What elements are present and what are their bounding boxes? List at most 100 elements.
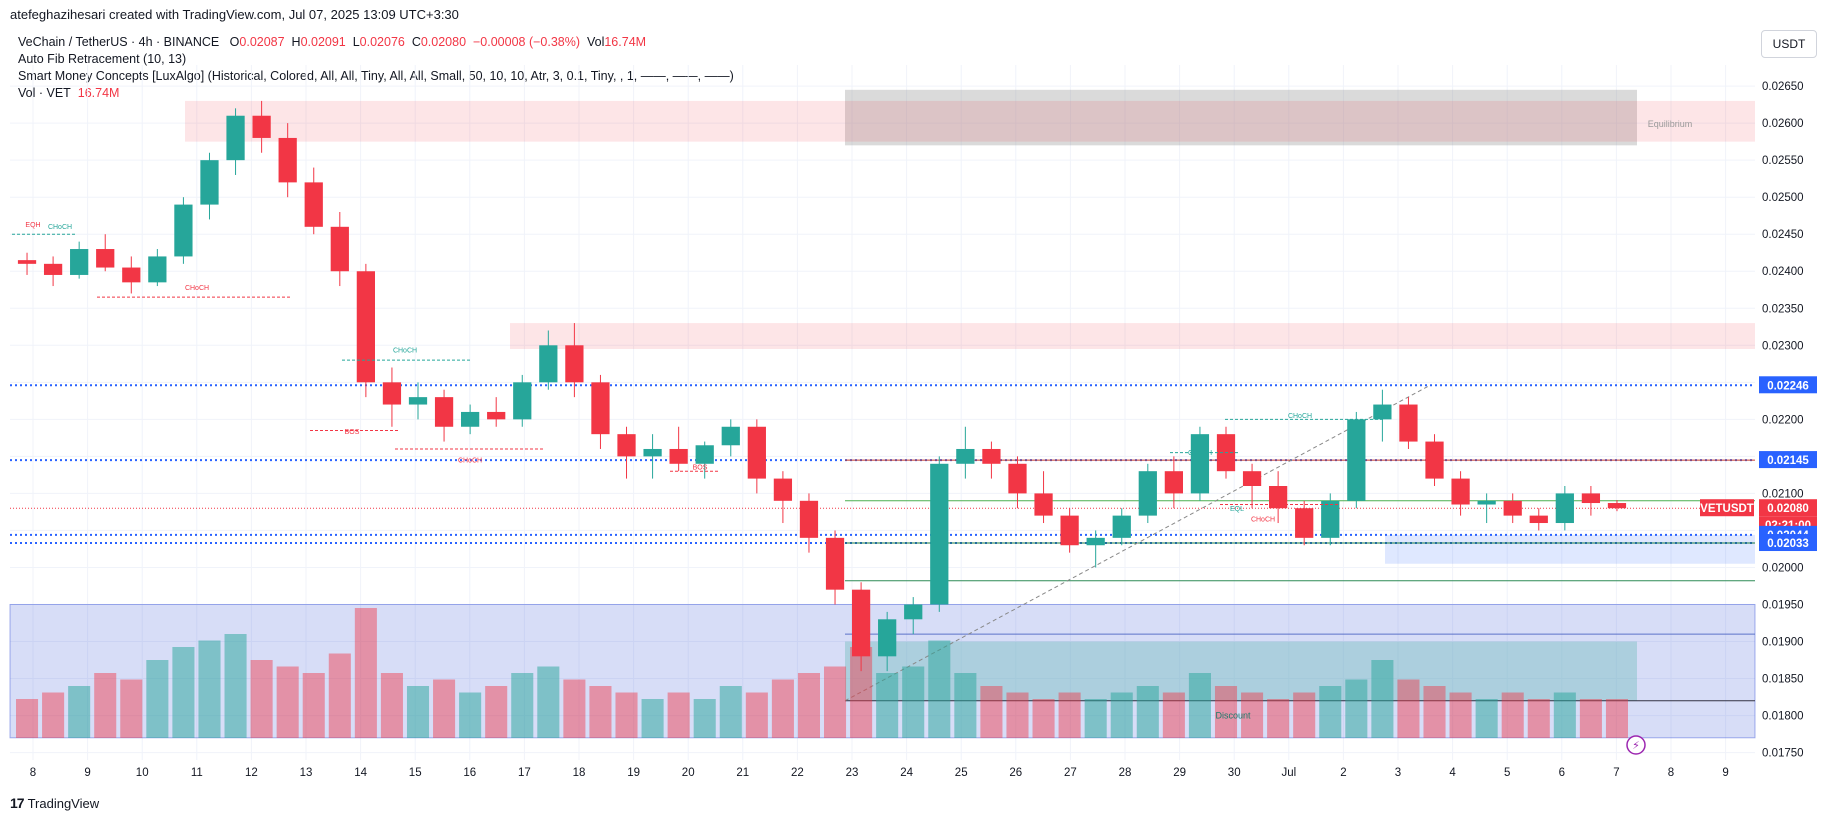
volume-bar (1319, 686, 1342, 738)
y-tick-label: 0.02500 (1762, 192, 1804, 204)
volume-bar (1371, 660, 1394, 738)
candle-body (513, 382, 532, 420)
volume-bar (1579, 699, 1602, 738)
y-tick-label: 0.01850 (1762, 674, 1804, 686)
y-tick-label: 0.01900 (1762, 637, 1804, 649)
price-axis-label-text: 0.02033 (1767, 538, 1809, 550)
y-tick-label: 0.02550 (1762, 155, 1804, 167)
candle-body (617, 434, 636, 457)
candle-body (851, 589, 871, 657)
candle-body (1034, 493, 1053, 516)
candle-body (1190, 434, 1210, 494)
volume-bar (1423, 686, 1446, 738)
candle-body (773, 478, 793, 501)
volume-bar (902, 666, 925, 738)
candle-body (1060, 515, 1079, 546)
volume-bar (1527, 699, 1550, 738)
currency-button[interactable]: USDT (1761, 30, 1817, 58)
y-tick-label: 0.02600 (1762, 118, 1804, 130)
x-tick-label: 8 (30, 767, 36, 779)
volume-bar (276, 666, 299, 738)
x-tick-label: 5 (1504, 767, 1510, 779)
x-tick-label: 25 (955, 767, 968, 779)
candle-body (1086, 537, 1105, 546)
candle-body (1347, 419, 1366, 501)
volume-bar (1084, 699, 1107, 738)
x-tick-label: 15 (409, 767, 422, 779)
high-value: 0.02091 (300, 35, 346, 49)
tradingview-logo: 17 TradingView (10, 795, 99, 811)
volume-bar (850, 647, 873, 738)
volume-bar (68, 686, 91, 738)
candle-body (122, 267, 141, 283)
indicator-fib[interactable]: Auto Fib Retracement (10, 13) (18, 52, 187, 66)
volume-bar (928, 640, 951, 738)
volume-bar (172, 647, 195, 738)
high-label: H (291, 35, 301, 49)
candle-body (1008, 463, 1027, 494)
x-tick-label: 28 (1119, 767, 1132, 779)
candle-body (669, 448, 688, 464)
x-tick-label: 12 (245, 767, 258, 779)
volume-bar (1188, 673, 1211, 738)
x-tick-label: 10 (136, 767, 149, 779)
volume-bar (511, 673, 534, 738)
alert-icon (1626, 735, 1646, 755)
y-tick-label: 0.01800 (1762, 711, 1804, 723)
candle-body (434, 397, 454, 427)
candle-body (539, 345, 558, 383)
structure-label: CHoCH (393, 348, 417, 355)
candle-body (904, 604, 923, 620)
demand-zone (1385, 534, 1755, 564)
structure-label: CHoCH (185, 285, 209, 292)
candle-body (96, 249, 115, 268)
x-tick-label: 6 (1559, 767, 1565, 779)
volume-bar (667, 692, 690, 738)
candle-body (1269, 486, 1288, 509)
candle-body (1555, 493, 1574, 524)
y-tick-label: 0.02450 (1762, 229, 1804, 241)
volume-bar (1214, 686, 1238, 738)
price-axis-label-text: 0.02246 (1767, 380, 1809, 392)
candle-body (1321, 500, 1340, 538)
structure-label: BOS (693, 465, 708, 472)
structure-label: EQH (25, 222, 40, 229)
close-value: 0.02080 (420, 35, 467, 49)
volume-bar (42, 692, 65, 738)
supply-zone (510, 323, 1755, 349)
low-label: L (352, 35, 360, 49)
x-tick-label: Jul (1281, 767, 1296, 779)
candle-body (643, 448, 662, 457)
volume-bar (1267, 699, 1290, 738)
volume-bar (224, 634, 247, 738)
candle-body (878, 619, 897, 657)
volume-bar (146, 660, 169, 738)
candle-body (1164, 471, 1183, 494)
symbol-name[interactable]: VeChain / TetherUS · 4h · BINANCE (18, 35, 220, 49)
candle-body (1529, 515, 1548, 524)
candle-body (1138, 471, 1157, 516)
volume-bar (1058, 692, 1081, 738)
candle-body (565, 345, 584, 383)
candle-body (721, 426, 740, 446)
volume-bar (1345, 679, 1368, 738)
candle-body (1373, 404, 1392, 420)
low-value: 0.02076 (359, 35, 405, 49)
volume-bar (954, 673, 977, 738)
x-tick-label: 27 (1064, 767, 1077, 779)
candle-body (17, 260, 37, 264)
x-tick-label: 4 (1449, 767, 1456, 779)
volume-bar (459, 692, 482, 738)
structure-label: CHoCH (1188, 450, 1212, 457)
volume-bar (641, 699, 664, 738)
legend-symbol-row: VeChain / TetherUS · 4h · BINANCE O0.020… (18, 34, 734, 51)
chart-legend: VeChain / TetherUS · 4h · BINANCE O0.020… (18, 34, 734, 102)
candle-body (461, 411, 480, 427)
volume-bar (198, 640, 221, 738)
indicator-volume[interactable]: Vol · VET 16.74M (18, 85, 734, 102)
x-tick-label: 30 (1228, 767, 1241, 779)
volume-bar (1553, 692, 1576, 738)
x-tick-label: 14 (354, 767, 367, 779)
chart-credit: atefeghazihesari created with TradingVie… (10, 7, 459, 22)
